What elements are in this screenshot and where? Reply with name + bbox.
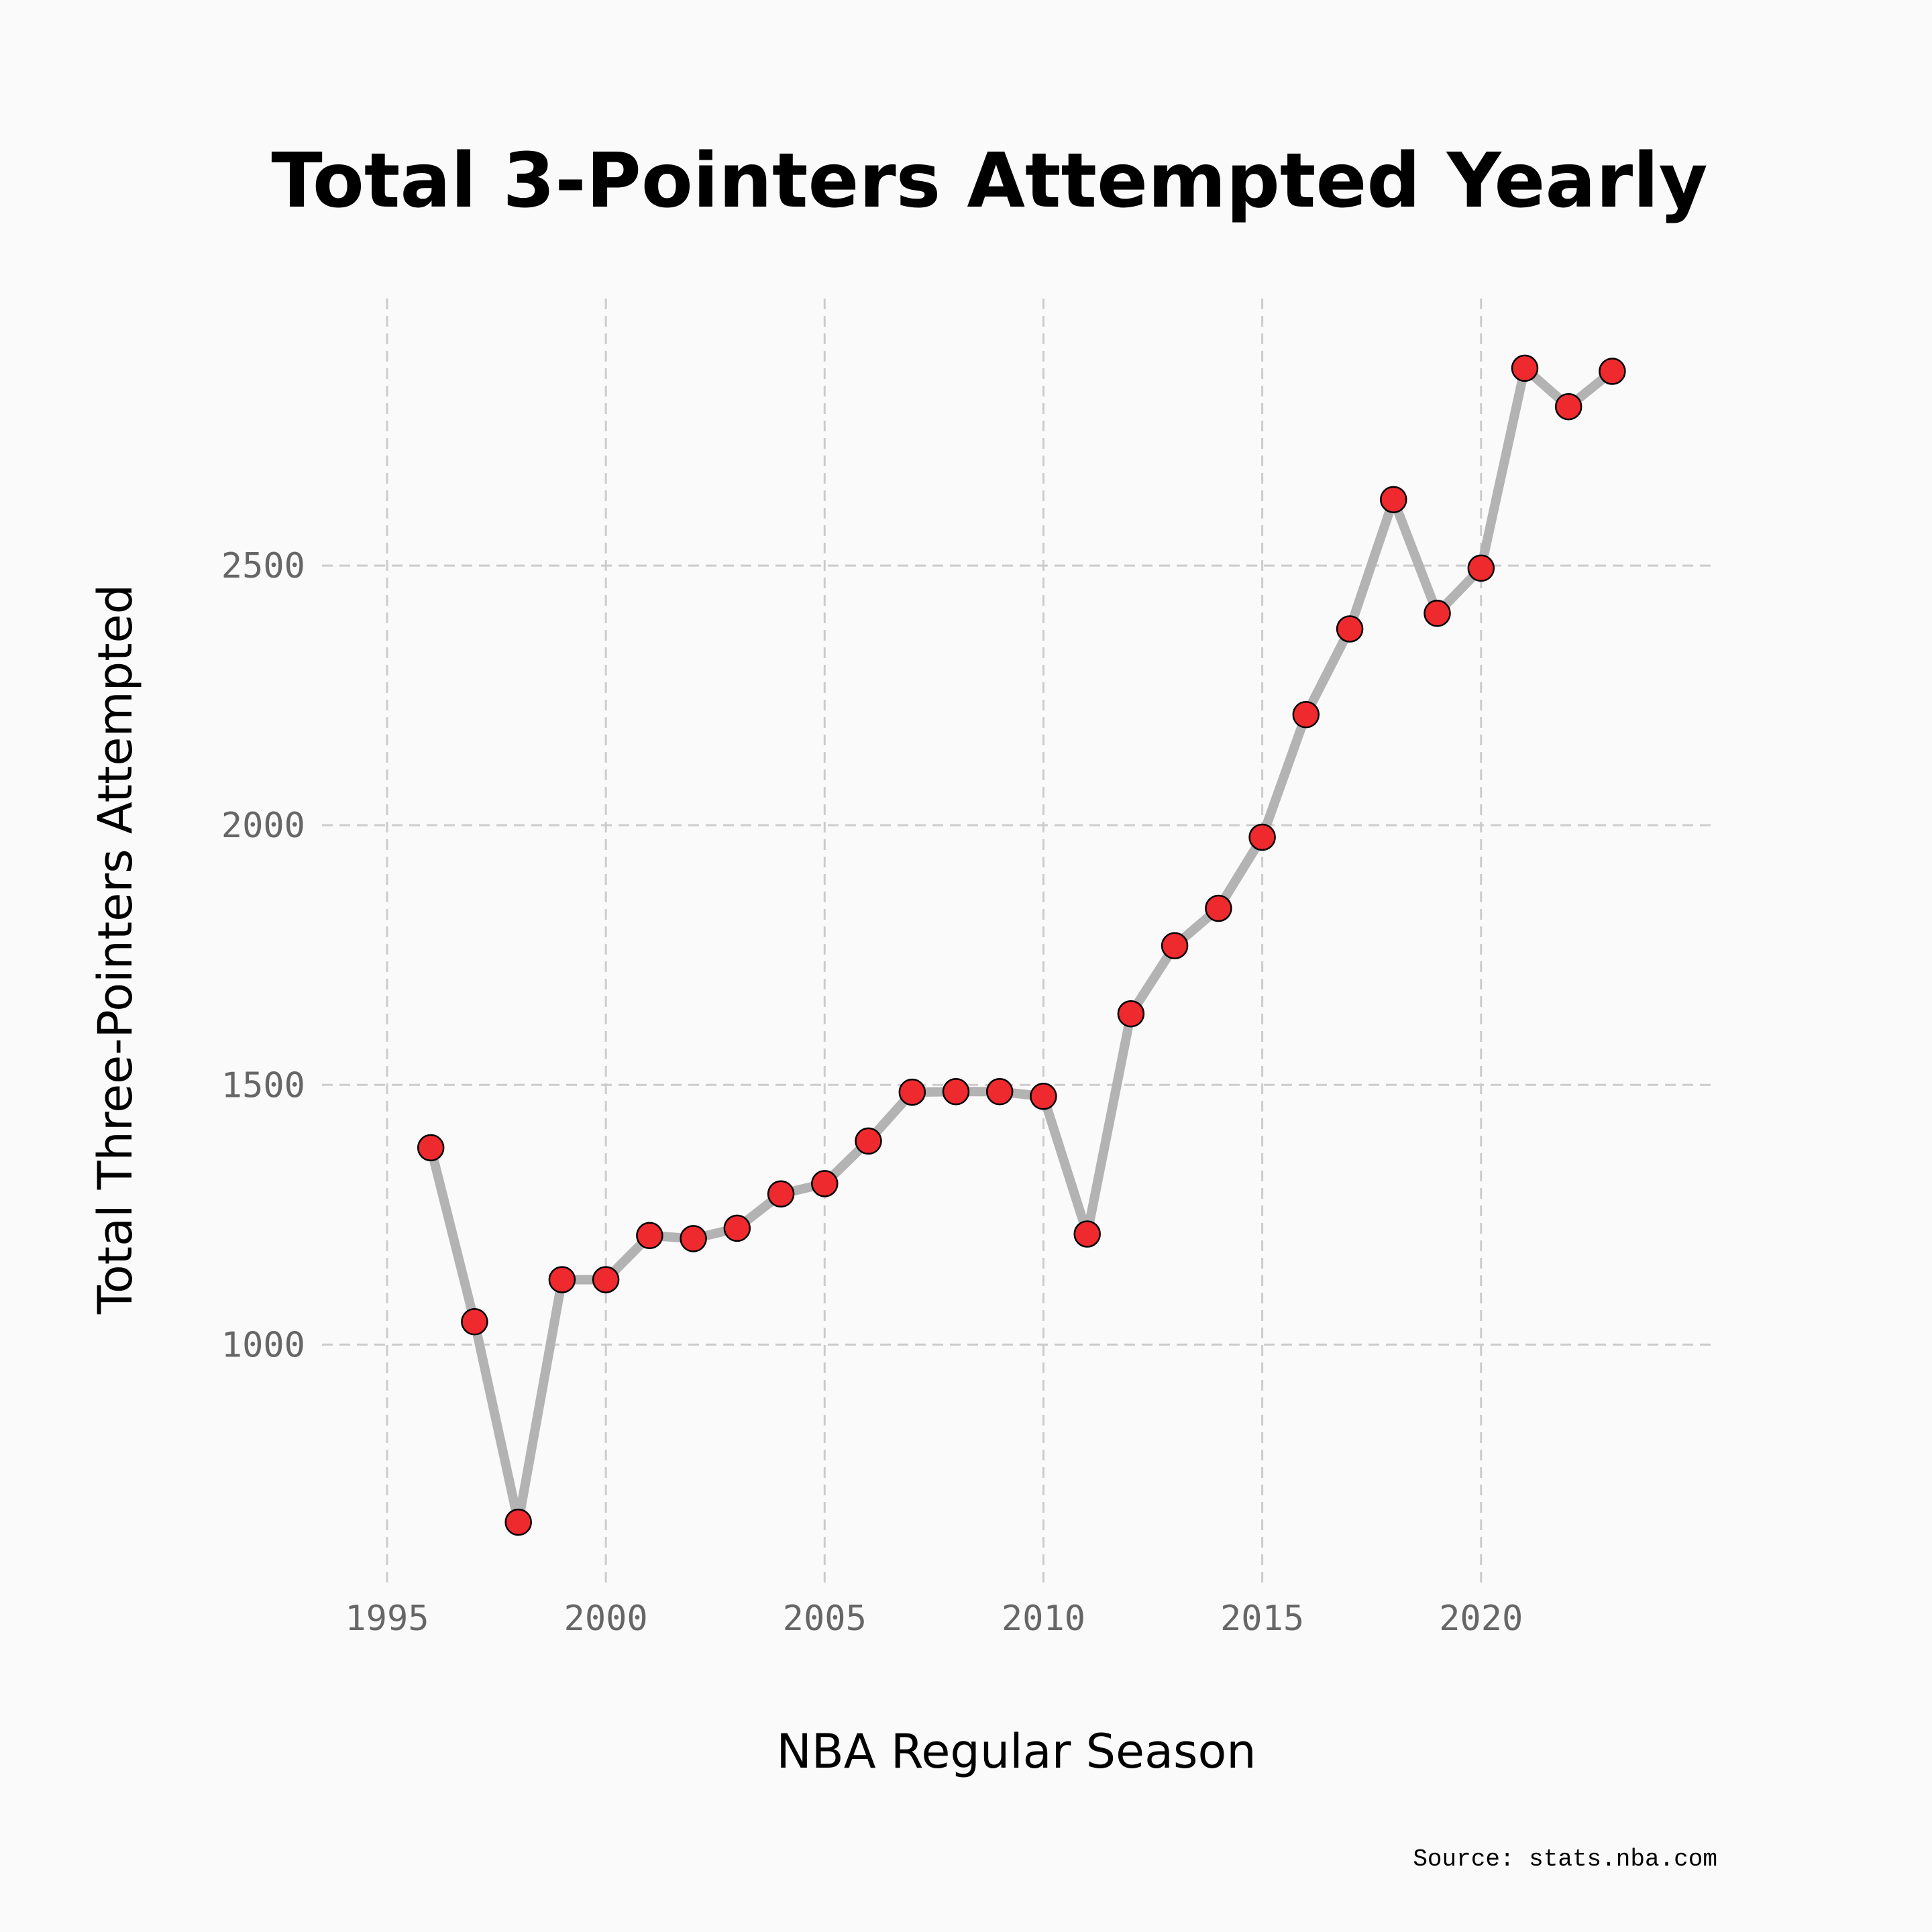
x-tick-label: 1995 <box>345 1599 429 1639</box>
data-point <box>1073 1220 1101 1248</box>
chart-title: Total 3-Pointers Attempted Yearly <box>271 138 1707 225</box>
x-tick-label: 2005 <box>783 1599 867 1639</box>
x-gridlines <box>386 299 1483 1587</box>
data-point <box>1030 1083 1057 1110</box>
y-tick-label: 1000 <box>221 1325 305 1365</box>
x-tick-label: 2020 <box>1439 1599 1523 1639</box>
x-axis-label: NBA Regular Season <box>776 1724 1256 1779</box>
series-line <box>426 363 1617 1527</box>
data-point <box>636 1222 663 1250</box>
y-tick-labels: 1000 1500 2000 2500 <box>221 546 305 1365</box>
data-point <box>811 1170 839 1197</box>
data-point <box>461 1308 488 1336</box>
data-point <box>855 1127 882 1155</box>
data-point <box>942 1078 970 1106</box>
x-tick-label: 2015 <box>1220 1599 1304 1639</box>
data-point <box>1117 1000 1145 1028</box>
source-note: Source: stats.nba.com <box>1413 1845 1717 1873</box>
y-tick-label: 2000 <box>221 806 305 846</box>
data-point <box>1161 932 1189 960</box>
data-point <box>548 1266 576 1293</box>
series-group <box>426 363 1617 1527</box>
data-point <box>1424 600 1451 627</box>
data-point <box>592 1266 620 1293</box>
data-point <box>1292 701 1320 729</box>
data-point <box>898 1078 926 1106</box>
data-point <box>1511 354 1539 382</box>
data-point <box>767 1180 795 1208</box>
data-point <box>417 1134 445 1162</box>
y-tick-label: 2500 <box>221 546 305 586</box>
data-point <box>504 1508 532 1536</box>
data-point <box>1248 823 1276 851</box>
x-tick-label: 2000 <box>564 1599 648 1639</box>
x-tick-label: 2010 <box>1002 1599 1085 1639</box>
data-point <box>1467 554 1495 582</box>
data-points <box>417 354 1626 1536</box>
data-point <box>1336 615 1364 643</box>
data-point <box>680 1225 707 1252</box>
data-point <box>985 1078 1014 1106</box>
data-point <box>1599 358 1626 385</box>
data-point <box>1205 894 1232 922</box>
data-point <box>1554 392 1582 421</box>
y-tick-label: 1500 <box>221 1065 305 1106</box>
x-tick-labels: 1995 2000 2005 2010 2015 2020 <box>345 1599 1523 1639</box>
y-axis-label: Total Three-Pointers Attempted <box>88 584 143 1315</box>
data-point <box>1380 486 1407 513</box>
data-point <box>723 1214 751 1242</box>
